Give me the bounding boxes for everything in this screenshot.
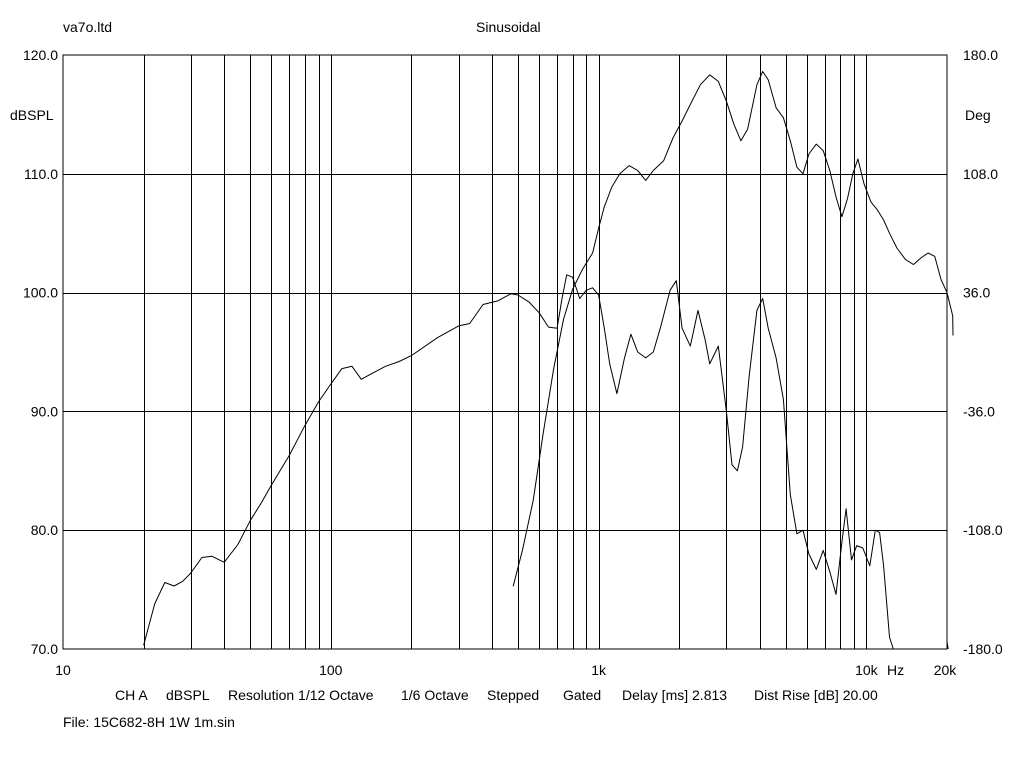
y2-axis-label: Deg (965, 107, 991, 123)
plot-frame (62, 54, 948, 650)
x-tick-label: 1k (591, 662, 607, 678)
header-company: va7o.ltd (63, 19, 113, 35)
spl-curve-1 (143, 274, 894, 650)
footer-stepped: Stepped (487, 687, 540, 703)
y-tick-label: 100.0 (23, 285, 58, 301)
y-tick-label: 120.0 (23, 47, 58, 63)
footer-channel: CH A (115, 687, 148, 703)
axis-labels: 120.0 110.0 100.0 90.0 80.0 70.0 180.0 108.0 36.… (10, 47, 1003, 678)
y2-tick-label: -180.0 (963, 641, 1003, 657)
spl-curve-2 (946, 641, 949, 650)
y-axis-label: dBSPL (10, 107, 54, 123)
series (143, 71, 954, 650)
y2-tick-label: 180.0 (963, 47, 998, 63)
footer-resolution: Resolution 1/12 Octave (228, 687, 374, 703)
y2-tick-label: -108.0 (963, 522, 1003, 538)
x-tick-label: 20k (934, 662, 958, 678)
y2-tick-label: 108.0 (963, 166, 998, 182)
y-tick-label: 70.0 (31, 641, 58, 657)
y-tick-label: 110.0 (24, 166, 58, 182)
footer-unit: dBSPL (166, 687, 210, 703)
footer-file: File: 15C682-8H 1W 1m.sin (63, 714, 235, 730)
x-unit-label: Hz (887, 662, 904, 678)
footer-dist-rise: Dist Rise [dB] 20.00 (754, 687, 878, 703)
footer-smoothing: 1/6 Octave (401, 687, 469, 703)
grid (62, 54, 948, 650)
header-mode: Sinusoidal (476, 19, 541, 35)
x-tick-label: 100 (319, 662, 343, 678)
footer-delay: Delay [ms] 2.813 (622, 687, 728, 703)
y-tick-label: 90.0 (31, 403, 58, 419)
x-tick-label: 10 (55, 662, 71, 678)
y-tick-label: 80.0 (31, 522, 58, 538)
y2-tick-label: 36.0 (963, 285, 990, 301)
phase-curve (512, 71, 954, 587)
footer-gated: Gated (563, 687, 602, 703)
y2-tick-label: -36.0 (963, 403, 995, 419)
x-tick-label: 10k (855, 662, 879, 678)
